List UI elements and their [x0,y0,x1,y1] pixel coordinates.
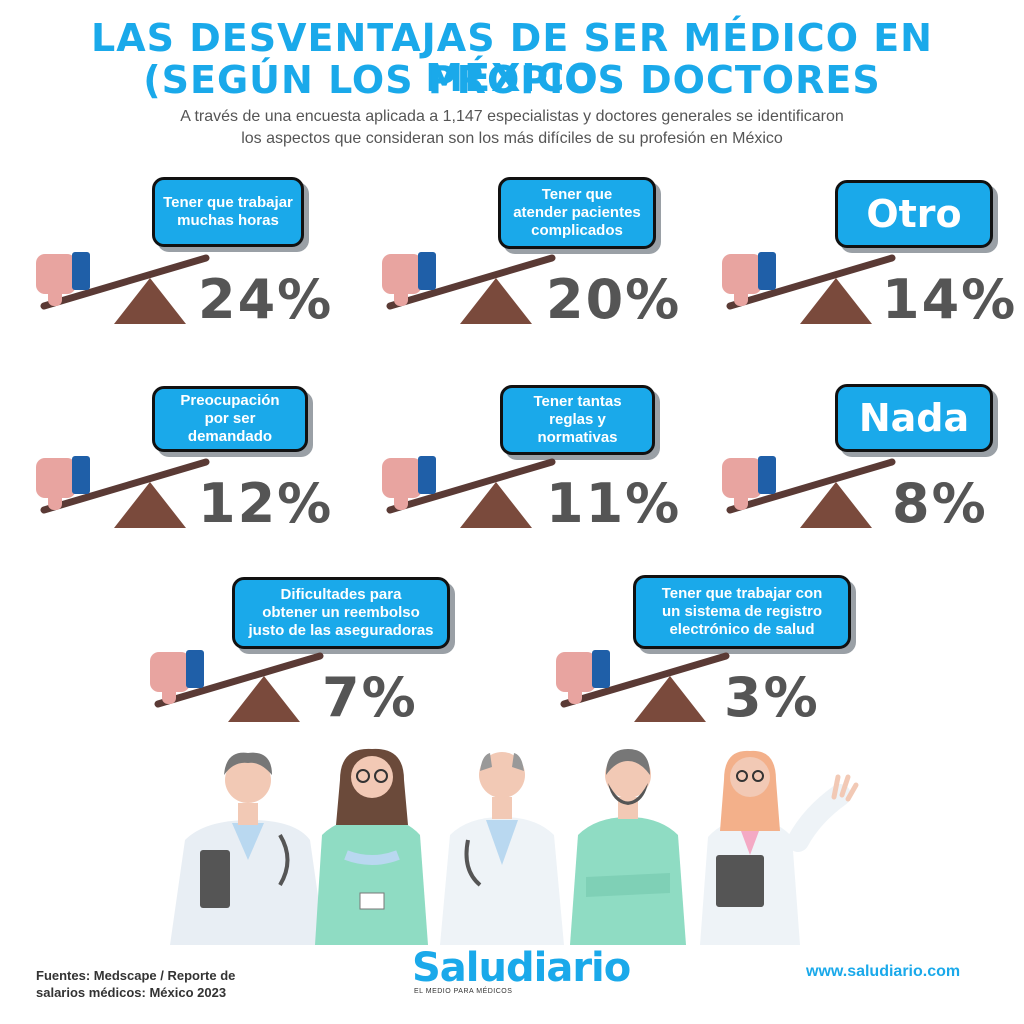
thumbs-down-seesaw-icon [722,252,896,324]
sources-note: Fuentes: Medscape / Reporte de salarios … [36,967,235,1001]
stat-value: 7% [322,666,418,729]
stat-value: 8% [892,472,988,535]
subtitle-line-2: los aspectos que consideran son los más … [241,130,783,147]
stat-value: 12% [198,472,334,535]
thumbs-down-seesaw-icon [36,252,210,324]
doctor-figure [170,752,325,945]
stat-value: 20% [546,268,682,331]
subtitle-line-1: A través de una encuesta aplicada a 1,14… [180,108,844,125]
stat-value: 3% [724,666,820,729]
stat-value: 11% [546,472,682,535]
website-link[interactable]: www.saludiario.com [806,963,961,980]
doctors-illustration [170,748,859,945]
doctor-figure [570,749,686,945]
logo-tagline: EL MEDIO PARA MÉDICOS [414,988,513,995]
stat-label-bubble: Otro [835,180,993,248]
doctor-figure [440,752,564,945]
thumbs-down-seesaw-icon [36,456,210,528]
sources-line-1: Fuentes: Medscape / Reporte de [36,968,236,983]
stat-label-bubble: Tener tantas reglas y normativas [500,385,655,455]
doctor-figure [700,750,859,945]
thumbs-down-seesaw-icon [150,650,324,722]
saludiario-logo: Saludiario EL MEDIO PARA MÉDICOS [412,945,631,996]
thumbs-down-seesaw-icon [382,252,556,324]
logo-wordmark: Saludiario [412,945,631,991]
subtitle: A través de una encuesta aplicada a 1,14… [112,106,912,150]
stat-value: 24% [198,268,334,331]
stat-label-bubble: Preocupación por ser demandado [152,386,308,452]
doctor-figure [315,748,428,945]
page-title-line-2: (SEGÚN LOS PROPIOS DOCTORES [143,58,881,102]
page-title-line-1: LAS DESVENTAJAS DE SER MÉDICO EN MÉXICO [91,16,933,100]
stat-value: 14% [882,268,1018,331]
stat-label-bubble: Tener que atender pacientes complicados [498,177,656,249]
stat-label-bubble: Tener que trabajar con un sistema de reg… [633,575,851,649]
sources-line-2: salarios médicos: México 2023 [36,985,227,1000]
thumbs-down-seesaw-icon [556,650,730,722]
stat-label-bubble: Dificultades para obtener un reembolso j… [232,577,450,649]
stat-label-bubble: Tener que trabajar muchas horas [152,177,304,247]
thumbs-down-seesaw-icon [722,456,896,528]
stat-label-bubble: Nada [835,384,993,452]
thumbs-down-seesaw-icon [382,456,556,528]
